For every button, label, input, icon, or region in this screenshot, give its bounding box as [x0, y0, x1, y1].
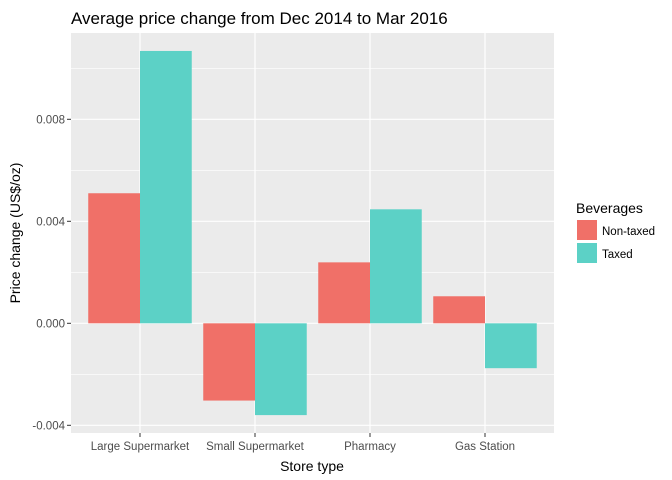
x-tick-label: Small Supermarket: [206, 441, 305, 453]
x-axis-label: Store type: [280, 458, 344, 474]
bar-non-taxed: [203, 323, 255, 401]
x-tick-label: Pharmacy: [344, 441, 396, 453]
legend-key: [577, 243, 597, 263]
x-tick-label: Large Supermarket: [91, 441, 190, 453]
y-tick-label: 0.004: [36, 216, 65, 228]
y-axis-label: Price change (US$/oz): [7, 163, 23, 304]
y-tick-label: 0.008: [36, 114, 65, 126]
legend-key: [577, 220, 597, 240]
legend-title: Beverages: [576, 200, 643, 216]
bar-non-taxed: [88, 193, 140, 324]
bar-taxed: [370, 209, 422, 324]
legend-label: Taxed: [602, 249, 633, 261]
bar-non-taxed: [433, 296, 485, 324]
x-tick-label: Gas Station: [455, 441, 515, 453]
y-tick-label: 0.000: [36, 318, 65, 330]
legend: Beverages Non-taxed Taxed: [576, 200, 655, 263]
bar-non-taxed: [318, 262, 370, 324]
chart-title: Average price change from Dec 2014 to Ma…: [71, 9, 448, 28]
legend-label: Non-taxed: [602, 226, 655, 238]
bar-taxed: [140, 50, 192, 324]
y-tick-label: -0.004: [32, 420, 65, 432]
bar-taxed: [255, 323, 307, 416]
bar-taxed: [485, 323, 537, 369]
